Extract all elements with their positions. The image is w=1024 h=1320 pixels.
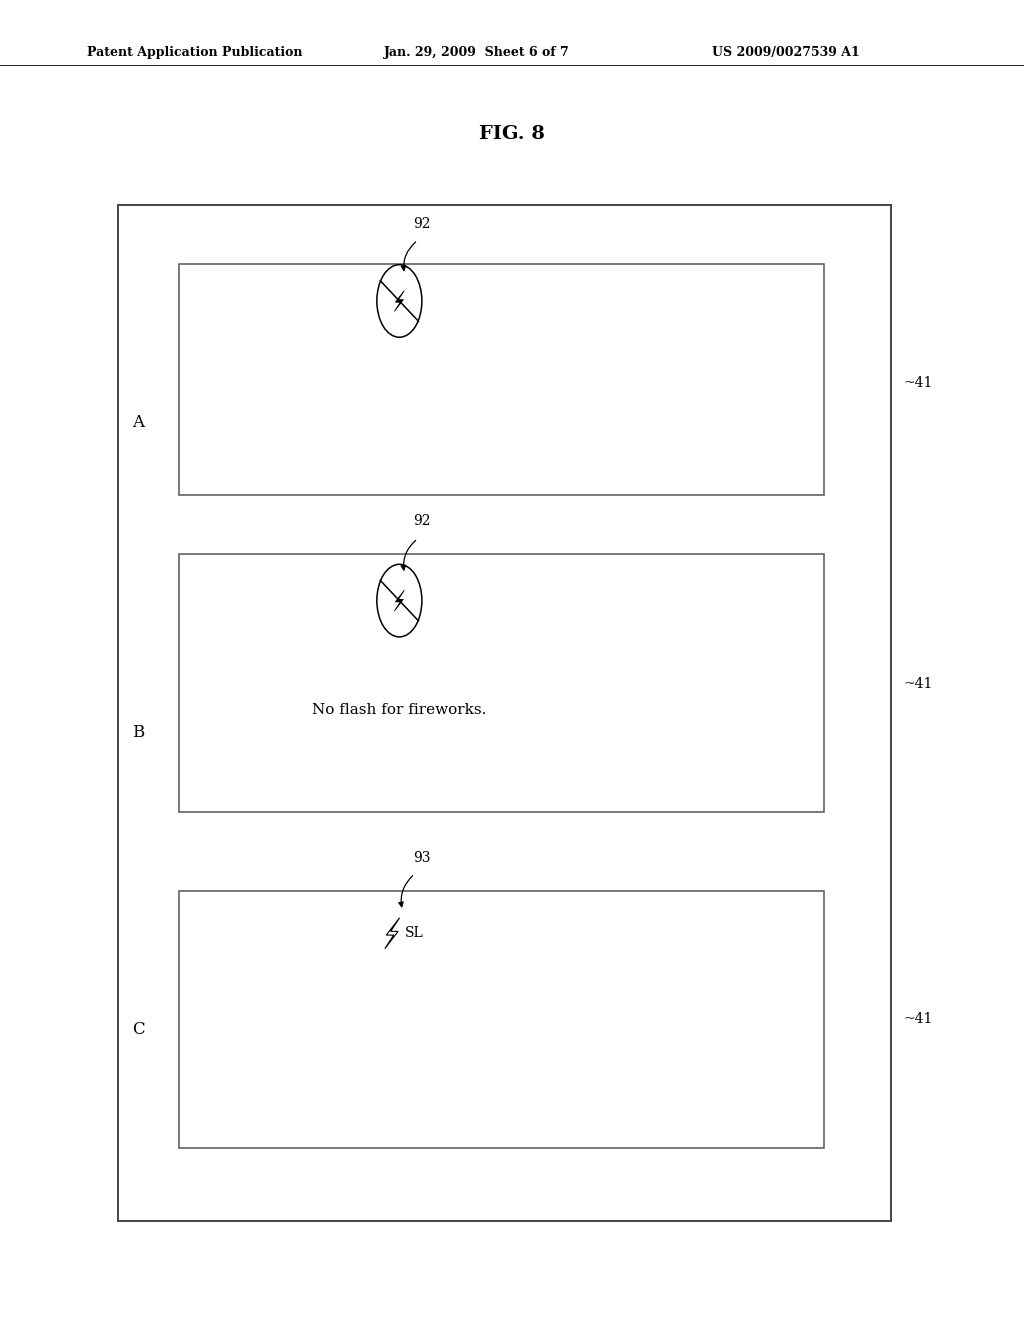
- Text: FIG. 8: FIG. 8: [479, 125, 545, 144]
- Polygon shape: [394, 590, 404, 611]
- Text: 92: 92: [413, 216, 431, 231]
- Text: 93: 93: [413, 850, 431, 865]
- Ellipse shape: [377, 565, 422, 636]
- Text: US 2009/0027539 A1: US 2009/0027539 A1: [712, 46, 859, 59]
- Bar: [118, 205, 891, 1221]
- Text: A: A: [132, 414, 144, 430]
- Text: 92: 92: [413, 513, 431, 528]
- Text: Jan. 29, 2009  Sheet 6 of 7: Jan. 29, 2009 Sheet 6 of 7: [384, 46, 569, 59]
- Bar: [179, 891, 824, 1148]
- Text: ~41: ~41: [903, 376, 933, 389]
- Bar: [179, 264, 824, 495]
- Polygon shape: [394, 290, 404, 312]
- Text: SL: SL: [406, 927, 424, 940]
- Text: B: B: [132, 725, 144, 741]
- Ellipse shape: [377, 264, 422, 337]
- Polygon shape: [385, 917, 399, 949]
- Text: ~41: ~41: [903, 1012, 933, 1026]
- Text: Patent Application Publication: Patent Application Publication: [87, 46, 302, 59]
- Text: C: C: [132, 1022, 144, 1038]
- Text: No flash for fireworks.: No flash for fireworks.: [312, 704, 486, 717]
- Text: ~41: ~41: [903, 677, 933, 690]
- Bar: [179, 554, 824, 812]
